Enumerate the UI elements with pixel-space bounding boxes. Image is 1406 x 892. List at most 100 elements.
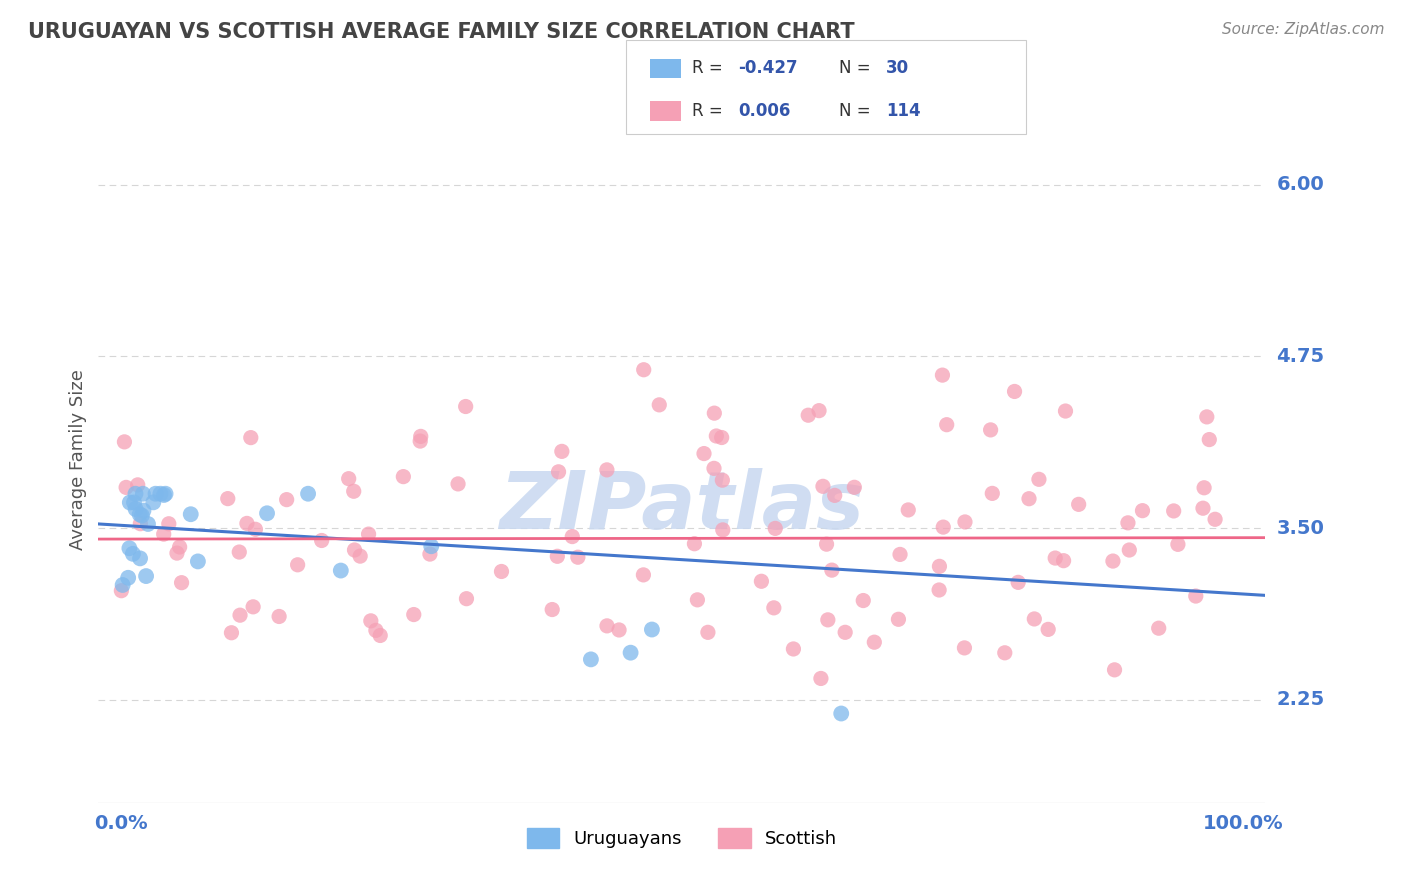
Point <box>1192 501 1215 516</box>
Point <box>1118 543 1140 558</box>
Text: N =: N = <box>839 102 876 120</box>
Point <box>953 515 976 529</box>
Text: 0.006: 0.006 <box>738 102 790 120</box>
Point <box>811 479 834 493</box>
Point <box>110 583 132 598</box>
Point <box>153 488 176 502</box>
Point <box>1102 554 1125 568</box>
Point <box>541 602 564 616</box>
Point <box>129 551 152 566</box>
Point <box>276 492 298 507</box>
Point <box>131 508 153 523</box>
Point <box>122 547 145 561</box>
Point <box>349 549 371 563</box>
Point <box>112 434 135 449</box>
Point <box>633 363 655 377</box>
Point <box>1024 612 1046 626</box>
FancyBboxPatch shape <box>650 59 681 78</box>
Point <box>127 478 149 492</box>
Point <box>711 473 734 487</box>
Point <box>419 547 441 561</box>
Point <box>170 575 193 590</box>
Point <box>1043 551 1066 566</box>
Point <box>863 635 886 649</box>
Point <box>157 516 180 531</box>
Point <box>1004 384 1026 399</box>
Point <box>763 521 786 535</box>
Point <box>311 533 333 548</box>
Point <box>115 480 138 494</box>
Point <box>142 495 165 509</box>
Point <box>118 541 141 556</box>
Text: 114: 114 <box>886 102 921 120</box>
Point <box>287 558 309 572</box>
Point <box>762 600 785 615</box>
Text: 2.25: 2.25 <box>1277 690 1324 709</box>
Point <box>368 628 391 642</box>
Point <box>1204 512 1226 526</box>
Point <box>928 559 950 574</box>
Legend: Uruguayans, Scottish: Uruguayans, Scottish <box>519 822 845 855</box>
Point <box>118 495 141 509</box>
Point <box>245 522 267 536</box>
Point <box>242 599 264 614</box>
Text: 6.00: 6.00 <box>1277 175 1324 194</box>
Point <box>815 537 838 551</box>
Point <box>683 537 706 551</box>
Point <box>810 672 832 686</box>
Point <box>782 642 804 657</box>
Point <box>343 543 366 558</box>
Point <box>1198 433 1220 447</box>
Text: 4.75: 4.75 <box>1277 347 1324 366</box>
Point <box>409 429 432 443</box>
Point <box>817 613 839 627</box>
Point <box>145 487 167 501</box>
Point <box>392 469 415 483</box>
Point <box>547 465 569 479</box>
Point <box>169 540 191 554</box>
Point <box>579 652 602 666</box>
Point <box>149 487 172 501</box>
Point <box>704 429 727 443</box>
Y-axis label: Average Family Size: Average Family Size <box>69 369 87 549</box>
Point <box>132 503 155 517</box>
Point <box>808 403 831 417</box>
Point <box>217 491 239 506</box>
Point <box>686 592 709 607</box>
Point <box>1038 623 1060 637</box>
Point <box>221 625 243 640</box>
Point <box>567 550 589 565</box>
Point <box>329 564 352 578</box>
Point <box>596 619 619 633</box>
Point <box>135 569 157 583</box>
Point <box>887 612 910 626</box>
Point <box>834 625 856 640</box>
Point <box>256 506 278 520</box>
Point <box>824 488 846 502</box>
Point <box>129 516 152 531</box>
Text: R =: R = <box>692 60 728 78</box>
Point <box>889 548 911 562</box>
Point <box>844 480 866 494</box>
Point <box>152 527 174 541</box>
Text: -0.427: -0.427 <box>738 60 797 78</box>
Point <box>1195 409 1218 424</box>
Point <box>648 398 671 412</box>
Point <box>1018 491 1040 506</box>
Point <box>981 486 1004 500</box>
Text: N =: N = <box>839 60 876 78</box>
Point <box>337 472 360 486</box>
Point <box>830 706 852 721</box>
Point <box>187 554 209 568</box>
Point <box>420 539 443 553</box>
Point <box>128 508 150 522</box>
FancyBboxPatch shape <box>626 40 1026 134</box>
Point <box>693 446 716 460</box>
Point <box>546 549 568 564</box>
Point <box>456 591 478 606</box>
Point <box>343 484 366 499</box>
FancyBboxPatch shape <box>650 101 681 120</box>
Point <box>710 430 733 444</box>
Point <box>641 623 664 637</box>
Point <box>491 565 513 579</box>
